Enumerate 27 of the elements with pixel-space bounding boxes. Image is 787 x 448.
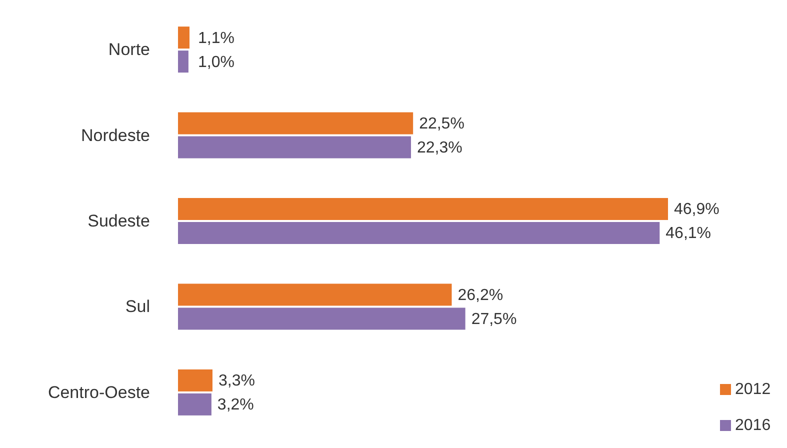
data-label: 1,1%	[198, 30, 234, 47]
y-tick-label: Centro-Oeste	[48, 382, 150, 402]
data-label: 22,5%	[419, 116, 464, 133]
bar	[178, 369, 212, 392]
y-tick-label: Sul	[125, 297, 150, 316]
data-label: 46,1%	[666, 225, 712, 242]
y-tick-label: Nordeste	[81, 126, 150, 145]
y-tick-label: Sudeste	[88, 211, 150, 230]
bar	[178, 26, 190, 49]
bar	[178, 50, 188, 73]
bar	[178, 393, 212, 416]
bar	[178, 222, 660, 244]
legend-label: 2012	[735, 381, 771, 398]
bar	[178, 136, 411, 158]
data-label: 26,2%	[458, 286, 504, 304]
data-label: 22,3%	[416, 140, 462, 157]
bar	[178, 112, 414, 134]
data-label: 3,3%	[218, 372, 255, 390]
data-label: 1,0%	[198, 54, 234, 71]
data-label: 3,2%	[217, 396, 254, 414]
bar	[178, 198, 668, 220]
bar	[178, 308, 466, 330]
data-label: 46,9%	[674, 201, 720, 218]
bar	[178, 284, 452, 306]
legend-label: 2016	[735, 417, 771, 434]
data-label: 27,5%	[471, 310, 517, 328]
y-tick-label: Norte	[108, 40, 150, 60]
